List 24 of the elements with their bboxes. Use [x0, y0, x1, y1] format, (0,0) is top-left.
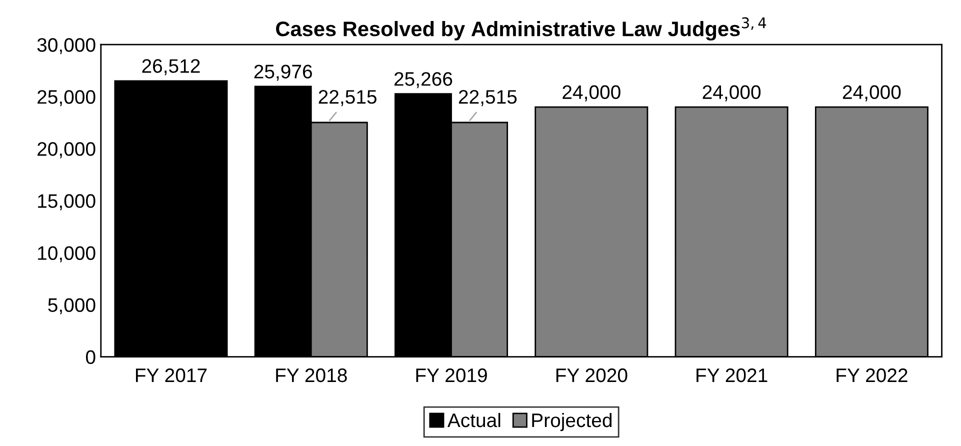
y-tick-label: 5,000: [48, 298, 96, 314]
data-label: 24,000: [562, 85, 620, 102]
y-tick-label: 30,000: [37, 38, 96, 54]
data-label: 26,512: [142, 59, 200, 76]
y-tick-label: 20,000: [38, 142, 96, 158]
legend-label: Projected: [532, 412, 612, 432]
legend-label: Actual: [447, 412, 500, 428]
x-tick-label: FY 2021: [696, 368, 768, 382]
y-tick-label: 0: [86, 350, 96, 364]
x-tick-label: FY 2019: [416, 368, 487, 382]
data-label: 24,000: [702, 85, 761, 102]
x-tick-label: FY 2018: [276, 368, 347, 382]
x-tick-label: FY 2017: [136, 368, 207, 382]
y-tick-label: 15,000: [38, 194, 96, 210]
data-label: 25,976: [254, 64, 312, 81]
y-tick-label: 25,000: [38, 90, 96, 106]
data-label: 22,515: [458, 90, 517, 106]
x-tick-label: FY 2022: [836, 368, 908, 382]
chart-title: Cases Resolved by Administrative Law Judges$^{3,4}$: [276, 17, 766, 41]
x-tick-label: FY 2020: [556, 368, 628, 382]
y-tick-label: 10,000: [38, 246, 96, 262]
data-label: 24,000: [842, 85, 901, 102]
data-label: 22,515: [318, 90, 376, 106]
data-label: 25,266: [394, 72, 452, 88]
